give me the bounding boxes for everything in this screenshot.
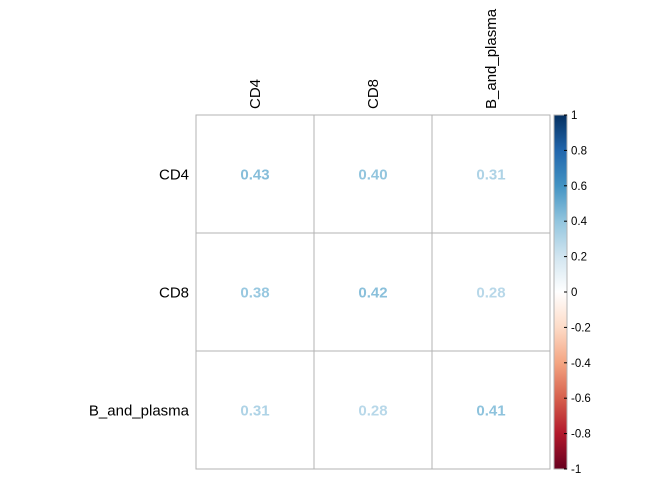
row-label: B_and_plasma: [89, 403, 190, 420]
colorbar-tick-label: -0.6: [571, 393, 591, 405]
grid-cell: [195, 350, 315, 470]
row-label: CD8: [159, 285, 189, 302]
cell-value: 0.41: [476, 403, 505, 420]
cell-value: 0.38: [240, 285, 269, 302]
colorbar-tick-label: 0.4: [571, 216, 588, 228]
grid-cells: [195, 114, 551, 470]
column-label: B_and_plasma: [483, 8, 500, 109]
cell-value: 0.43: [240, 167, 269, 184]
cell-value: 0.31: [240, 403, 269, 420]
cell-value: 0.42: [358, 285, 387, 302]
colorbar: 1 0.8 0.6 0.4 0.2 0 -0.2 -0.4 -0.6 -0.8 -1: [553, 110, 591, 476]
colorbar-tick-label: 0.6: [571, 181, 587, 193]
grid-cell: [313, 114, 433, 234]
colorbar-tick-label: -0.8: [571, 429, 591, 441]
grid-cell: [431, 232, 551, 352]
cell-value: 0.28: [358, 403, 387, 420]
cell-value: 0.40: [358, 167, 387, 184]
cell-value: 0.31: [476, 167, 505, 184]
colorbar-tick-label: 0: [571, 287, 577, 299]
cell-values: 0.43 0.40 0.31 0.38 0.42 0.28 0.31 0.28 0.41: [240, 167, 505, 420]
grid-cell: [313, 350, 433, 470]
colorbar-tick-label: 0.8: [571, 145, 587, 157]
column-labels: CD4 CD8 B_and_plasma: [247, 8, 500, 109]
grid-cell: [313, 232, 433, 352]
colorbar-tick-label: -1: [571, 464, 581, 476]
grid-cell: [431, 114, 551, 234]
row-labels: CD4 CD8 B_and_plasma: [89, 167, 190, 420]
grid-cell: [195, 114, 315, 234]
colorbar-tick-label: 1: [571, 110, 577, 122]
cell-value: 0.28: [476, 285, 505, 302]
row-label: CD4: [159, 167, 189, 184]
column-label: CD4: [247, 79, 264, 109]
colorbar-tick-label: -0.4: [571, 358, 591, 370]
grid-cell: [431, 350, 551, 470]
column-label: CD8: [365, 79, 382, 109]
colorbar-tick-label: 0.2: [571, 252, 587, 264]
grid-cell: [195, 232, 315, 352]
colorbar-tick-label: -0.2: [571, 322, 591, 334]
